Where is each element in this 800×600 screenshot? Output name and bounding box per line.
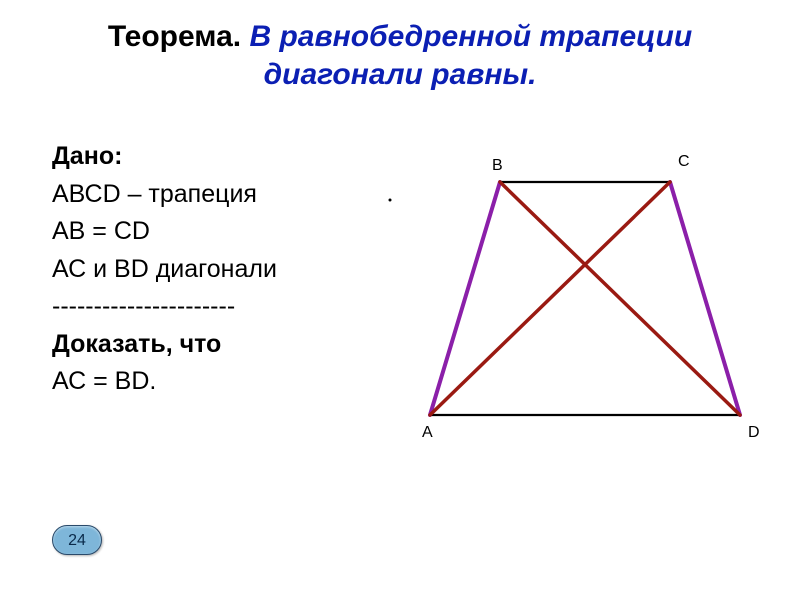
proof-setup: Дано: АВСD – трапеция АВ = СD АС и ВD ди… (52, 138, 277, 401)
separator-line: ---------------------- (52, 288, 277, 326)
vertex-label-A: A (422, 424, 433, 441)
trapezoid-diagram: A B C D (370, 140, 770, 450)
given-line: АС и ВD диагонали (52, 251, 277, 289)
title-statement: В равнобедренной трапеции диагонали равн… (249, 20, 692, 91)
vertex-label-C: C (678, 153, 690, 170)
vertex-label-B: B (492, 157, 503, 174)
prove-heading: Доказать, что (52, 326, 277, 364)
slide-number-badge: 24 (52, 525, 102, 555)
given-line: АВ = СD (52, 213, 277, 251)
prove-line: АС = ВD. (52, 363, 277, 401)
given-line: АВСD – трапеция (52, 176, 277, 214)
theorem-title: Теорема. В равнобедренной трапеции диаго… (0, 0, 800, 103)
slide-number: 24 (68, 532, 86, 549)
stray-dot (389, 199, 392, 202)
title-prefix: Теорема. (108, 20, 241, 53)
given-heading: Дано: (52, 138, 277, 176)
vertex-label-D: D (748, 424, 760, 441)
diagram-svg: A B C D (370, 140, 770, 450)
